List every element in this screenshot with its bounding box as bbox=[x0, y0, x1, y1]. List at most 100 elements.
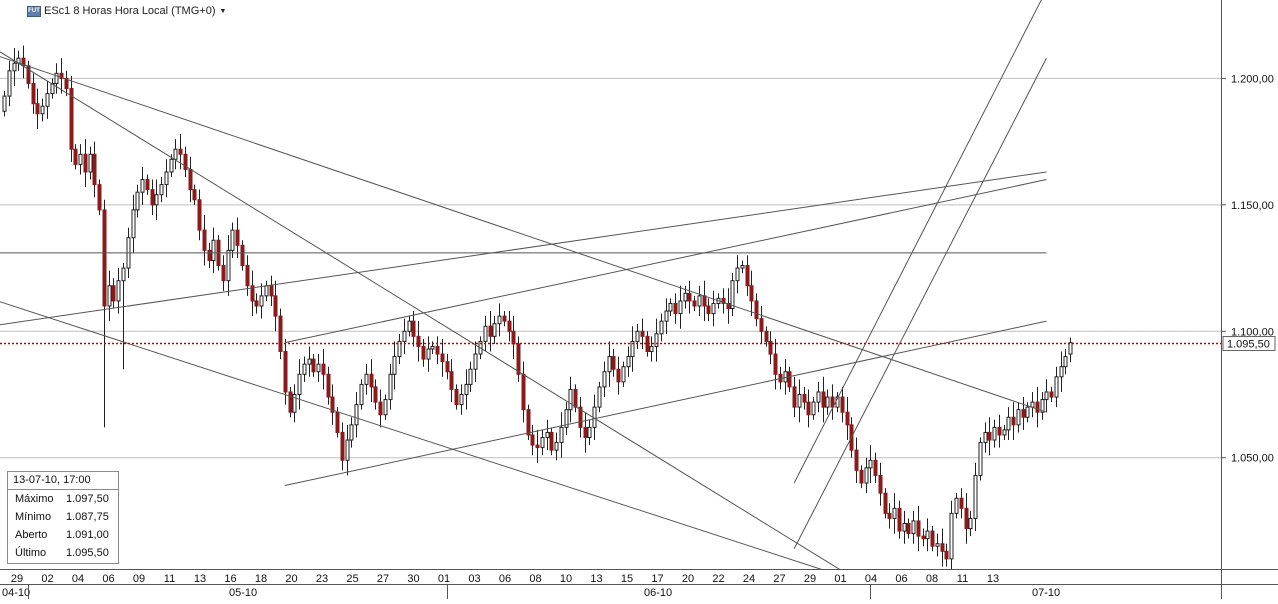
candle-body[interactable] bbox=[683, 292, 688, 302]
candle-body[interactable] bbox=[283, 351, 288, 393]
trendline[interactable] bbox=[0, 298, 851, 579]
candle-body[interactable] bbox=[721, 297, 726, 304]
candle-body[interactable] bbox=[50, 82, 55, 95]
candle-body[interactable] bbox=[292, 394, 297, 413]
candle-body[interactable] bbox=[378, 401, 383, 416]
candle-body[interactable] bbox=[116, 280, 121, 302]
candle-body[interactable] bbox=[1002, 429, 1007, 436]
candle-body[interactable] bbox=[188, 168, 193, 191]
candle-body[interactable] bbox=[583, 426, 588, 438]
candle-body[interactable] bbox=[983, 431, 988, 444]
candle-body[interactable] bbox=[411, 320, 416, 337]
candle-body[interactable] bbox=[449, 371, 454, 390]
candle-body[interactable] bbox=[102, 209, 107, 307]
candle-body[interactable] bbox=[587, 426, 592, 438]
candle-body[interactable] bbox=[288, 391, 293, 413]
candle-body[interactable] bbox=[997, 426, 1002, 436]
candle-body[interactable] bbox=[730, 280, 735, 310]
candle-body[interactable] bbox=[654, 333, 659, 347]
candle-body[interactable] bbox=[1063, 356, 1068, 368]
candle-body[interactable] bbox=[802, 394, 807, 403]
candle-body[interactable] bbox=[944, 550, 949, 560]
candle-body[interactable] bbox=[773, 353, 778, 375]
candle-body[interactable] bbox=[749, 285, 754, 302]
candle-body[interactable] bbox=[150, 189, 155, 206]
candle-body[interactable] bbox=[1044, 391, 1049, 401]
candle-body[interactable] bbox=[821, 391, 826, 408]
candle-body[interactable] bbox=[702, 295, 707, 307]
candle-body[interactable] bbox=[878, 474, 883, 494]
dropdown-arrow-icon[interactable]: ▼ bbox=[219, 7, 227, 15]
candle-body[interactable] bbox=[630, 340, 635, 358]
candle-body[interactable] bbox=[887, 512, 892, 519]
candle-body[interactable] bbox=[297, 373, 302, 396]
candle-body[interactable] bbox=[178, 148, 183, 155]
candle-body[interactable] bbox=[183, 153, 188, 170]
candle-body[interactable] bbox=[911, 520, 916, 535]
candle-body[interactable] bbox=[131, 209, 136, 239]
candle-body[interactable] bbox=[573, 388, 578, 408]
candle-body[interactable] bbox=[954, 497, 959, 514]
candle-body[interactable] bbox=[978, 442, 983, 476]
candle-body[interactable] bbox=[930, 530, 935, 547]
candle-body[interactable] bbox=[845, 411, 850, 426]
trendline[interactable] bbox=[793, 0, 1046, 484]
candle-body[interactable] bbox=[840, 396, 845, 413]
candle-body[interactable] bbox=[825, 396, 830, 408]
candle-body[interactable] bbox=[940, 543, 945, 552]
candle-body[interactable] bbox=[687, 292, 692, 302]
candle-body[interactable] bbox=[959, 497, 964, 509]
candle-body[interactable] bbox=[973, 474, 978, 519]
candle-body[interactable] bbox=[321, 363, 326, 375]
candle-body[interactable] bbox=[345, 439, 350, 461]
candle-body[interactable] bbox=[273, 295, 278, 317]
candle-body[interactable] bbox=[735, 267, 740, 282]
candle-body[interactable] bbox=[88, 153, 93, 173]
candle-body[interactable] bbox=[226, 249, 231, 282]
candle-body[interactable] bbox=[711, 302, 716, 315]
candle-body[interactable] bbox=[392, 356, 397, 375]
candle-body[interactable] bbox=[311, 358, 316, 373]
candle-body[interactable] bbox=[335, 411, 340, 433]
candle-body[interactable] bbox=[254, 300, 259, 307]
candle-body[interactable] bbox=[611, 356, 616, 370]
candle-body[interactable] bbox=[1011, 416, 1016, 426]
candle-body[interactable] bbox=[597, 386, 602, 408]
candle-body[interactable] bbox=[868, 459, 873, 469]
candle-body[interactable] bbox=[202, 229, 207, 251]
candle-body[interactable] bbox=[759, 318, 764, 332]
candle-body[interactable] bbox=[806, 401, 811, 416]
candle-body[interactable] bbox=[697, 295, 702, 307]
candle-body[interactable] bbox=[207, 249, 212, 261]
candle-body[interactable] bbox=[787, 371, 792, 388]
candle-body[interactable] bbox=[507, 320, 512, 332]
candle-body[interactable] bbox=[250, 285, 255, 302]
candle-body[interactable] bbox=[492, 323, 497, 337]
candle-body[interactable] bbox=[1030, 401, 1035, 408]
candle-body[interactable] bbox=[516, 343, 521, 375]
candle-body[interactable] bbox=[883, 492, 888, 514]
candle-body[interactable] bbox=[473, 353, 478, 370]
candle-body[interactable] bbox=[326, 373, 331, 398]
trendline[interactable] bbox=[284, 320, 1047, 487]
candle-body[interactable] bbox=[740, 265, 745, 269]
candle-body[interactable] bbox=[564, 409, 569, 428]
candle-body[interactable] bbox=[316, 363, 321, 373]
candle-body[interactable] bbox=[935, 543, 940, 547]
candle-body[interactable] bbox=[73, 148, 78, 165]
candle-body[interactable] bbox=[154, 194, 159, 206]
candle-body[interactable] bbox=[811, 401, 816, 416]
candle-body[interactable] bbox=[145, 179, 150, 191]
chart-title[interactable]: FUT ESc1 8 Horas Hora Local (TMG+0) ▼ bbox=[27, 4, 229, 18]
candle-body[interactable] bbox=[797, 394, 802, 408]
candle-body[interactable] bbox=[616, 368, 621, 383]
candle-body[interactable] bbox=[359, 383, 364, 406]
candle-body[interactable] bbox=[1040, 399, 1045, 413]
candle-body[interactable] bbox=[768, 340, 773, 355]
candle-body[interactable] bbox=[173, 148, 178, 160]
candle-body[interactable] bbox=[121, 267, 126, 282]
candle-body[interactable] bbox=[78, 153, 83, 165]
candle-body[interactable] bbox=[621, 366, 626, 383]
